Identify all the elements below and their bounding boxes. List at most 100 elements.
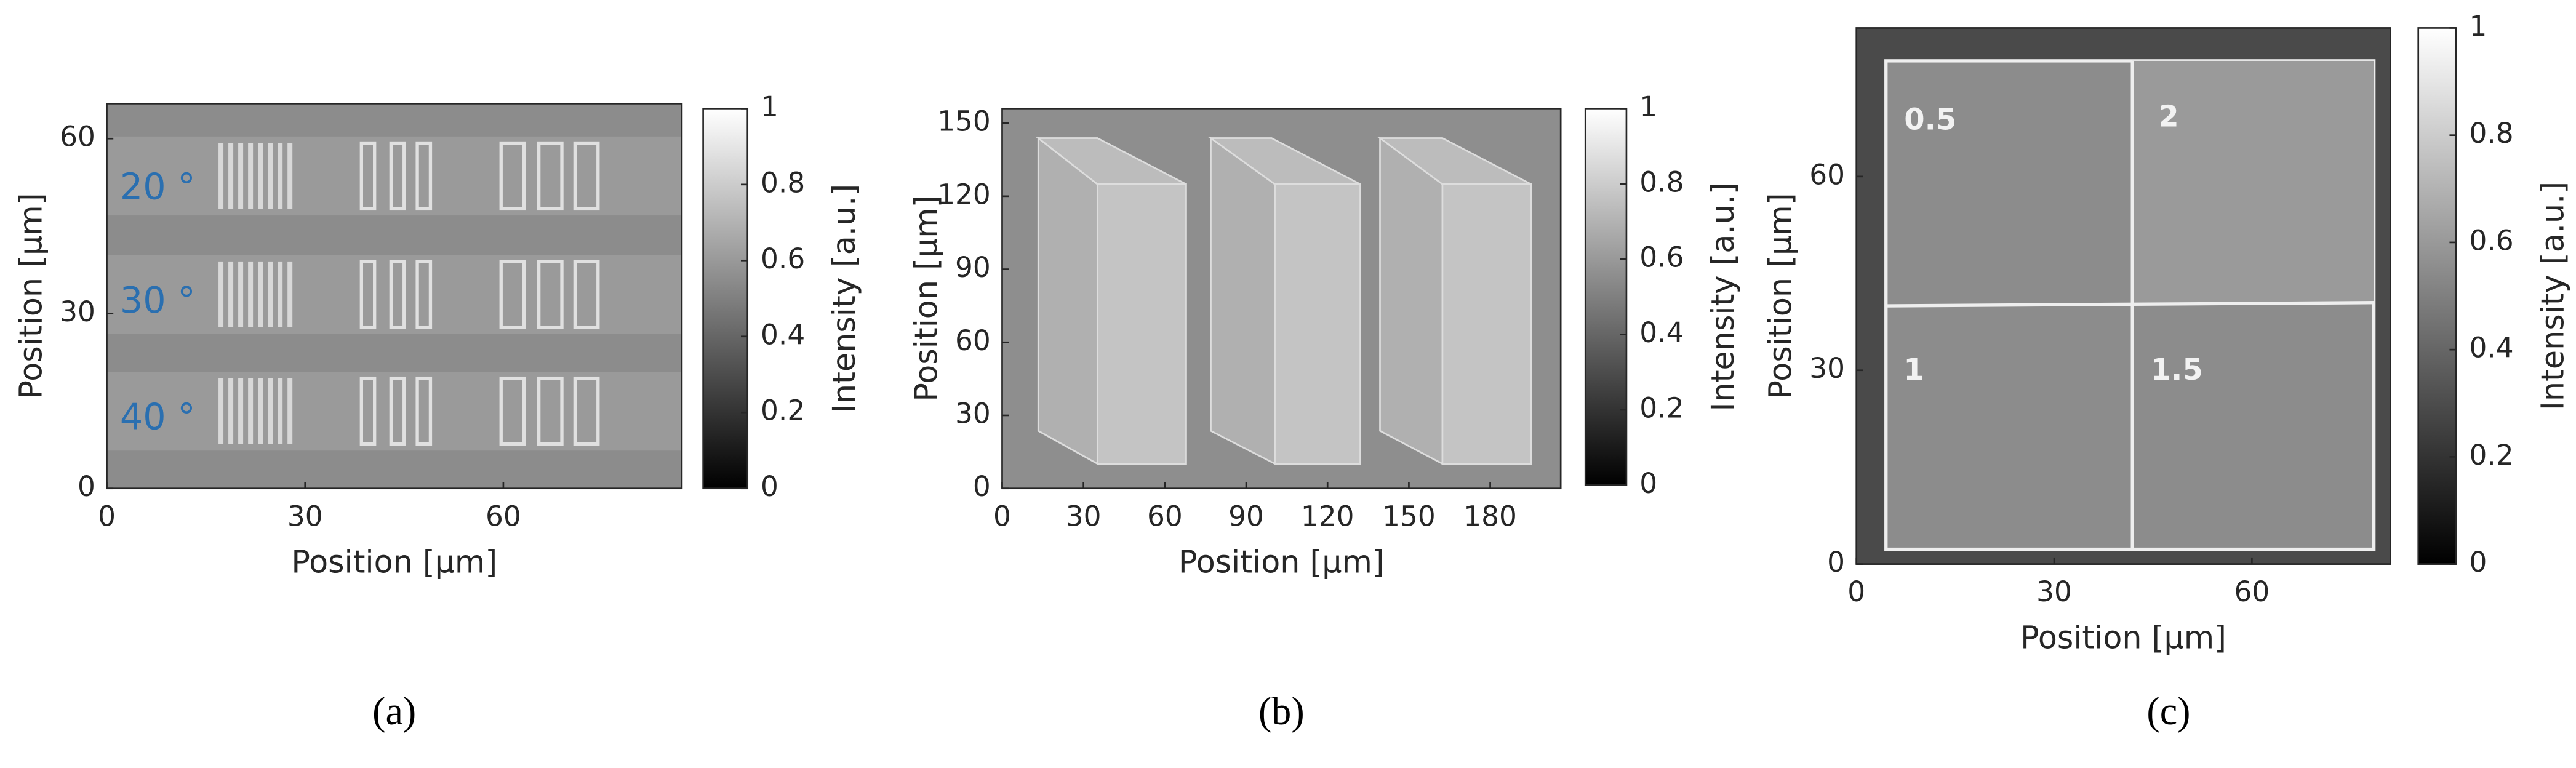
image-feature <box>415 376 433 446</box>
image-feature <box>287 261 293 327</box>
x-tick-label: 30 <box>287 500 323 532</box>
image-feature <box>238 261 244 327</box>
colorbar-tick-label: 0.6 <box>2469 224 2513 257</box>
image-feature <box>537 260 564 329</box>
colorbar-tick-label: 0.6 <box>1639 241 1684 274</box>
colorbar-tick-label: 0.4 <box>1639 316 1684 349</box>
image-feature <box>499 260 526 329</box>
plot-frame <box>1001 108 1562 490</box>
colorbar-tick-label: 0.6 <box>761 242 805 275</box>
y-tick-label: 30 <box>60 295 95 328</box>
colorbar-tick-label: 1 <box>2469 10 2487 42</box>
y-tick-label: 0 <box>1827 546 1845 578</box>
image-feature <box>537 141 564 211</box>
image-feature <box>258 261 263 327</box>
image-feature <box>218 143 224 209</box>
image-feature <box>1210 136 1276 465</box>
image-feature <box>415 260 433 329</box>
image-feature <box>359 141 377 211</box>
y-axis-label: Position [μm] <box>12 193 49 399</box>
annotation: 20 ° <box>120 165 196 207</box>
colorbar-tick-label: 0.8 <box>761 166 805 199</box>
image-feature <box>537 376 564 446</box>
y-tick-label: 0 <box>78 470 95 503</box>
x-tick-label: 150 <box>1382 500 1436 532</box>
colorbar-label: Intensity [a.u.] <box>826 184 862 413</box>
colorbar <box>702 108 749 490</box>
image-feature <box>1096 183 1187 465</box>
image-feature <box>1036 137 1187 185</box>
image-feature <box>228 143 234 209</box>
x-axis-label: Position [μm] <box>1178 544 1385 580</box>
panel-label: (b) <box>1258 689 1305 733</box>
annotation: 0.5 <box>1904 103 1956 137</box>
image-feature <box>268 143 273 209</box>
x-tick-label: 60 <box>486 500 521 532</box>
panel-label: (c) <box>2146 689 2190 733</box>
colorbar-tick-label: 1 <box>1639 90 1657 123</box>
image-feature <box>1377 137 1532 185</box>
image-feature <box>248 143 254 209</box>
annotation: 40 ° <box>120 396 196 438</box>
image-feature <box>389 141 406 211</box>
y-tick-label: 60 <box>955 324 991 357</box>
x-tick-label: 30 <box>1066 500 1102 532</box>
colorbar-tick-label: 0.2 <box>2469 439 2513 471</box>
y-tick-label: 60 <box>60 121 95 153</box>
image-feature <box>238 143 244 209</box>
image-feature <box>1037 136 1098 465</box>
image-feature <box>278 143 283 209</box>
annotation: 30 ° <box>120 279 196 321</box>
x-tick-label: 0 <box>993 500 1011 532</box>
image-feature <box>359 376 377 446</box>
image-feature <box>1379 136 1444 465</box>
image-feature <box>218 261 224 327</box>
image-feature <box>1208 137 1361 185</box>
x-tick-label: 0 <box>1847 575 1865 608</box>
image-feature <box>278 261 283 327</box>
annotation: 1.5 <box>2151 353 2203 387</box>
annotation: 1 <box>1903 353 1924 387</box>
colorbar-label: Intensity [a.u.] <box>1705 182 1741 411</box>
colorbar-tick-label: 0.8 <box>2469 117 2513 150</box>
colorbar-label: Intensity [a.u.] <box>2534 182 2570 410</box>
panel-label: (a) <box>372 689 416 733</box>
x-tick-label: 120 <box>1301 500 1354 532</box>
image-feature <box>573 141 600 211</box>
image-feature <box>389 376 406 446</box>
plot-frame <box>106 103 683 490</box>
image-feature <box>1886 301 2374 308</box>
image-feature <box>359 260 377 329</box>
y-axis-label: Position [μm] <box>1762 193 1799 399</box>
image-feature <box>248 261 254 327</box>
colorbar-tick-label: 1 <box>761 90 778 123</box>
x-tick-label: 0 <box>98 500 116 532</box>
image-feature <box>268 261 273 327</box>
image-feature <box>499 141 526 211</box>
plot-frame <box>1855 27 2391 565</box>
image-feature <box>278 378 283 444</box>
image-feature <box>287 143 293 209</box>
annotation: 2 <box>2158 99 2178 134</box>
y-tick-label: 150 <box>937 105 991 138</box>
image-feature <box>389 260 406 329</box>
colorbar-tick-label: 0 <box>761 470 778 503</box>
image-feature <box>248 378 254 444</box>
x-tick-label: 30 <box>2036 575 2072 608</box>
x-tick-label: 60 <box>2234 575 2270 608</box>
y-tick-label: 30 <box>955 397 991 430</box>
image-feature <box>258 378 263 444</box>
image-feature <box>2132 60 2374 303</box>
image-band <box>106 255 682 334</box>
y-tick-label: 30 <box>1809 352 1845 385</box>
x-tick-label: 60 <box>1147 500 1183 532</box>
image-feature <box>238 378 244 444</box>
y-tick-label: 120 <box>937 178 991 210</box>
colorbar-tick-label: 0.2 <box>761 394 805 427</box>
y-tick-label: 0 <box>973 470 991 503</box>
image-feature <box>573 376 600 446</box>
y-tick-label: 90 <box>955 251 991 284</box>
image-feature <box>258 143 263 209</box>
image-feature <box>287 378 293 444</box>
